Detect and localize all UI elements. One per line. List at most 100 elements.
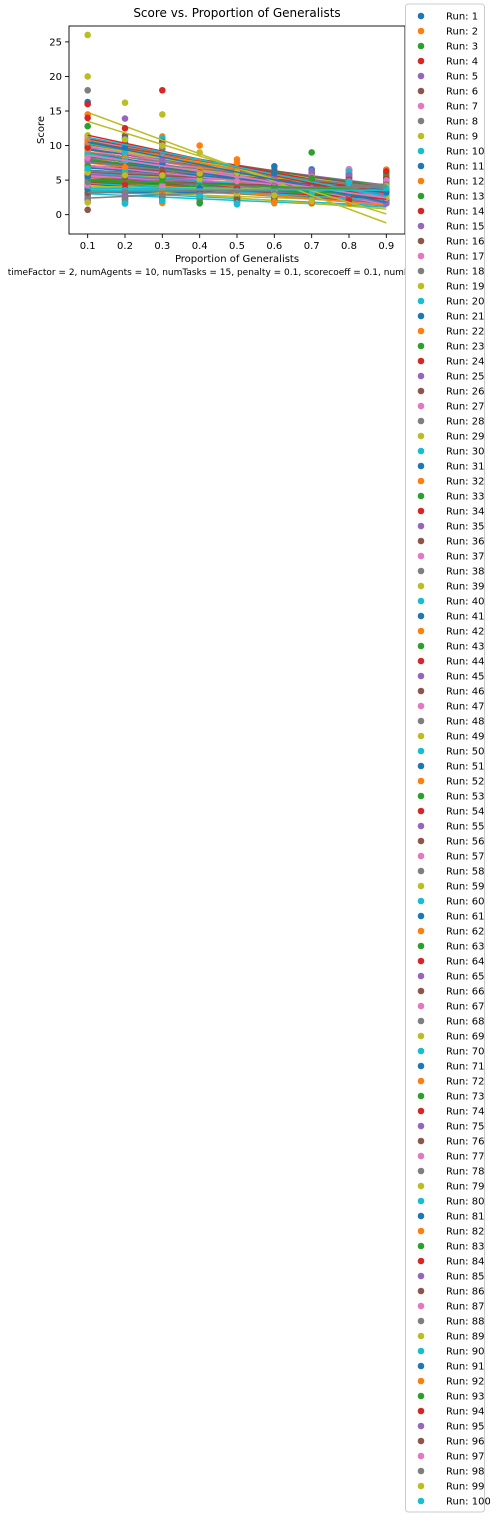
legend-marker bbox=[417, 207, 425, 215]
legend-label: Run: 36 bbox=[446, 537, 484, 548]
legend-marker bbox=[417, 1302, 425, 1310]
legend-marker bbox=[417, 657, 425, 665]
legend-label: Run: 39 bbox=[446, 582, 484, 593]
legend-marker bbox=[417, 267, 425, 275]
legend-marker bbox=[417, 927, 425, 935]
legend-label: Run: 25 bbox=[446, 372, 484, 383]
legend-marker bbox=[417, 1212, 425, 1220]
legend-label: Run: 63 bbox=[446, 942, 484, 953]
legend-label: Run: 34 bbox=[446, 507, 484, 518]
legend-marker bbox=[417, 87, 425, 95]
legend-marker bbox=[417, 1182, 425, 1190]
legend-marker bbox=[417, 1047, 425, 1055]
y-tick-label: 25 bbox=[49, 37, 62, 48]
legend-label: Run: 1 bbox=[446, 12, 478, 23]
regression-line bbox=[87, 179, 387, 192]
y-tick-label: 0 bbox=[56, 210, 62, 221]
data-point bbox=[196, 142, 203, 149]
data-point bbox=[121, 149, 129, 156]
data-point bbox=[84, 73, 91, 80]
legend-label: Run: 6 bbox=[446, 87, 478, 98]
legend-label: Run: 50 bbox=[446, 747, 484, 758]
data-point bbox=[121, 115, 129, 122]
legend-marker bbox=[417, 372, 425, 380]
x-tick-label: 0.7 bbox=[304, 241, 320, 252]
legend-marker bbox=[417, 1017, 425, 1025]
x-axis: 0.1 0.2 0.3 0.4 0.5 0.6 0.7 0.8 0.9 bbox=[80, 234, 394, 252]
legend-label: Run: 15 bbox=[446, 222, 484, 233]
legend-marker bbox=[417, 1032, 425, 1040]
data-point bbox=[233, 187, 241, 194]
legend-label: Run: 42 bbox=[446, 627, 484, 638]
data-point bbox=[196, 199, 203, 207]
data-point bbox=[84, 173, 91, 181]
data-point bbox=[383, 168, 390, 175]
data-point bbox=[196, 149, 203, 156]
data-point bbox=[84, 138, 91, 145]
legend-marker bbox=[417, 342, 425, 350]
data-point bbox=[121, 180, 129, 188]
legend-label: Run: 48 bbox=[446, 717, 484, 728]
legend-label: Run: 61 bbox=[446, 912, 484, 923]
legend-marker bbox=[417, 522, 425, 530]
legend-label: Run: 41 bbox=[446, 612, 484, 623]
legend-label: Run: 44 bbox=[446, 657, 484, 668]
legend-label: Run: 79 bbox=[446, 1182, 484, 1193]
legend-marker bbox=[417, 552, 425, 560]
regression-line bbox=[87, 141, 387, 203]
legend-marker bbox=[417, 942, 425, 950]
legend-label: Run: 56 bbox=[446, 837, 484, 848]
legend-label: Run: 32 bbox=[446, 477, 484, 488]
x-tick-label: 0.9 bbox=[378, 241, 394, 252]
regression-line bbox=[87, 187, 387, 192]
legend-marker bbox=[417, 567, 425, 575]
legend-marker bbox=[417, 537, 425, 545]
y-axis-label: Score bbox=[36, 116, 47, 144]
legend-marker bbox=[417, 627, 425, 635]
legend-marker bbox=[417, 717, 425, 725]
legend-label: Run: 62 bbox=[446, 927, 484, 938]
legend-label: Run: 55 bbox=[446, 822, 484, 833]
legend-marker bbox=[417, 357, 425, 365]
legend-label: Run: 78 bbox=[446, 1167, 484, 1178]
legend-marker bbox=[417, 507, 425, 515]
legend-marker bbox=[417, 1437, 425, 1445]
legend-marker bbox=[417, 792, 425, 800]
legend-marker bbox=[417, 1002, 425, 1010]
legend-label: Run: 7 bbox=[446, 102, 478, 113]
legend-label: Run: 92 bbox=[446, 1377, 484, 1388]
data-point bbox=[159, 142, 166, 149]
legend-marker bbox=[417, 312, 425, 320]
legend-marker bbox=[417, 492, 425, 500]
legend-marker bbox=[417, 432, 425, 440]
legend-marker bbox=[417, 1227, 425, 1235]
data-point bbox=[84, 154, 91, 162]
data-point bbox=[308, 149, 315, 156]
legend-marker bbox=[417, 852, 425, 860]
x-axis-label: Proportion of Generalists bbox=[175, 254, 299, 265]
legend-marker bbox=[417, 132, 425, 140]
legend-marker bbox=[417, 282, 425, 290]
legend-marker bbox=[417, 1167, 425, 1175]
legend-marker bbox=[417, 1317, 425, 1325]
legend-label: Run: 67 bbox=[446, 1002, 484, 1013]
legend-label: Run: 52 bbox=[446, 777, 484, 788]
legend-marker bbox=[417, 972, 425, 980]
data-point bbox=[121, 99, 129, 107]
chart-title: Score vs. Proportion of Generalists bbox=[133, 6, 340, 20]
x-tick-label: 0.1 bbox=[80, 241, 96, 252]
legend-marker bbox=[417, 57, 425, 65]
data-point bbox=[159, 156, 166, 164]
legend-label: Run: 96 bbox=[446, 1437, 484, 1448]
legend-label: Run: 18 bbox=[446, 267, 484, 278]
legend-label: Run: 93 bbox=[446, 1392, 484, 1403]
legend-marker bbox=[417, 912, 425, 920]
x-tick-label: 0.2 bbox=[117, 241, 133, 252]
legend-label: Run: 59 bbox=[446, 882, 484, 893]
legend-marker bbox=[417, 687, 425, 695]
legend-marker bbox=[417, 222, 425, 230]
legend-label: Run: 23 bbox=[446, 342, 484, 353]
legend-marker bbox=[417, 387, 425, 395]
data-point bbox=[308, 197, 315, 204]
legend-label: Run: 2 bbox=[446, 27, 478, 38]
